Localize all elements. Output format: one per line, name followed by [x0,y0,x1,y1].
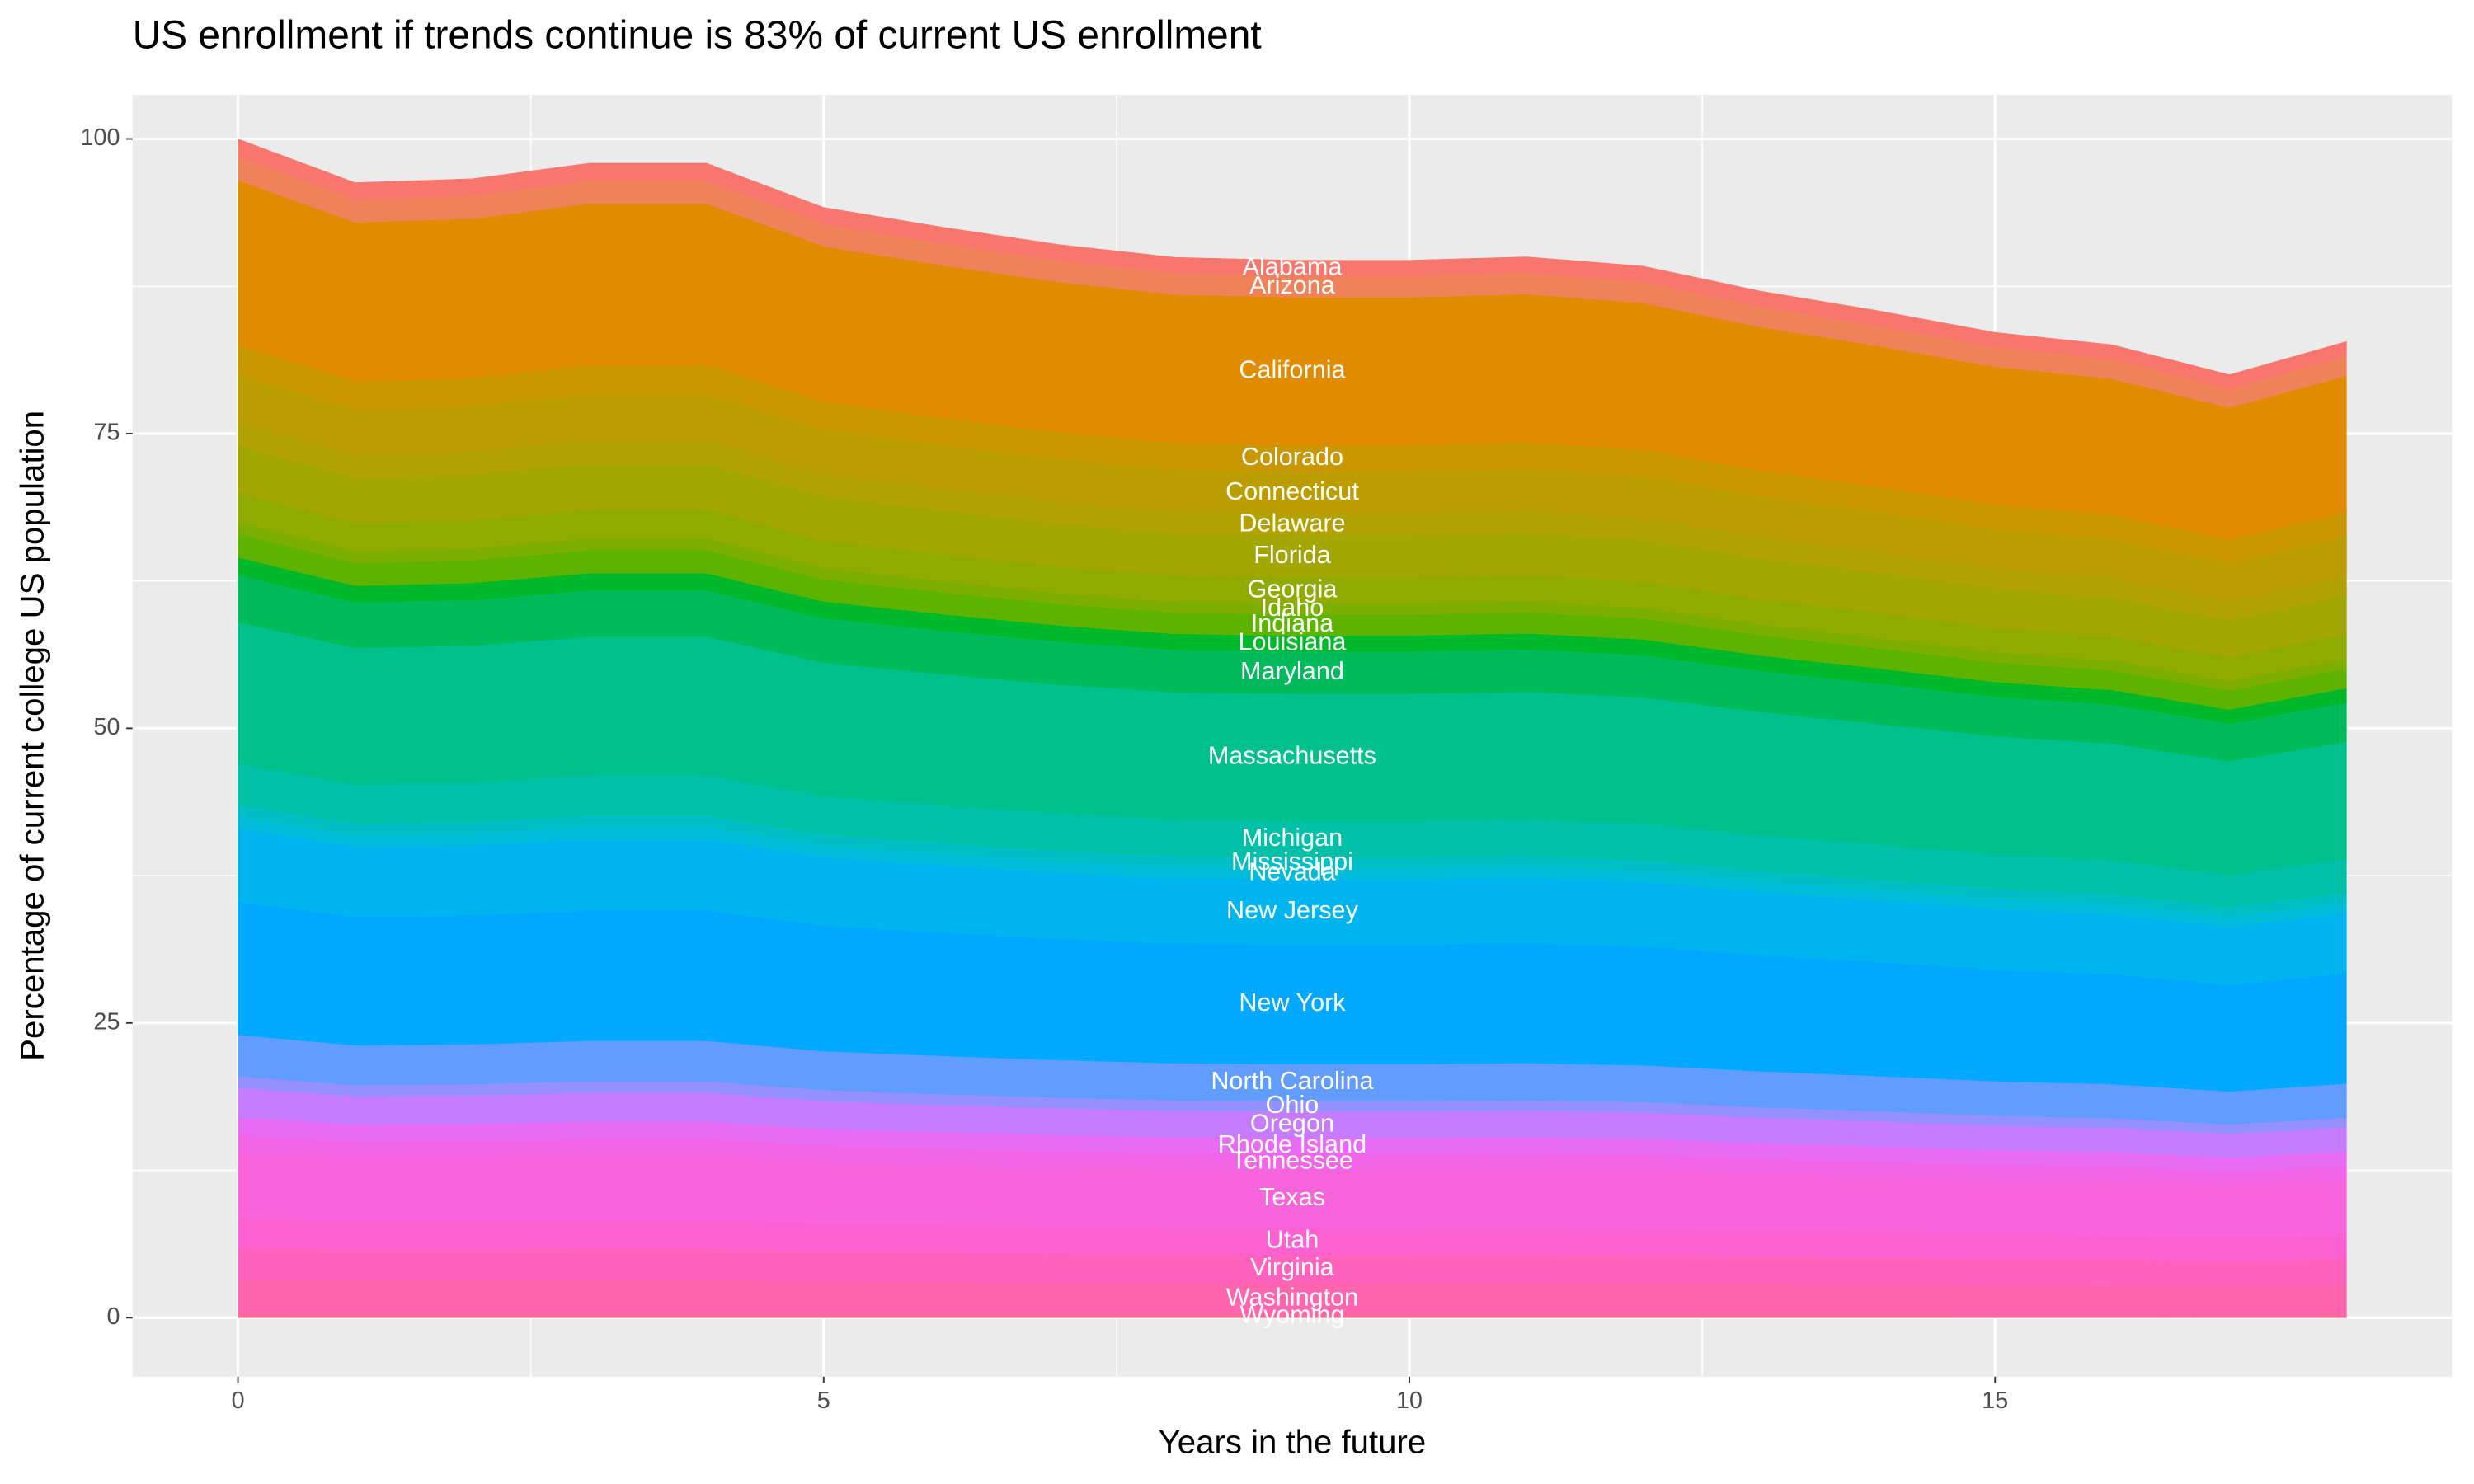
series-label: Connecticut [1225,477,1359,505]
area [238,139,2347,389]
x-tick-label: 5 [817,1388,830,1414]
series-label: Ohio [1266,1091,1319,1119]
series-label: Oregon [1250,1109,1334,1137]
series-label: Washington [1226,1283,1358,1311]
series-label: California [1239,355,1346,383]
y-tick-label: 0 [106,1303,120,1330]
series-label: Indiana [1251,609,1334,637]
series-label: New York [1239,989,1346,1017]
series-label: Wyoming [1239,1300,1344,1328]
y-axis-label: Percentage of current college US populat… [14,411,51,1061]
y-tick-label: 75 [93,420,120,446]
series-label: Louisiana [1238,628,1347,656]
series-label: Massachusetts [1208,742,1376,770]
series-label: Mississippi [1231,848,1353,876]
series-label: Idaho [1261,594,1324,622]
series-label: Michigan [1242,824,1343,852]
series-label: Alabama [1243,252,1343,280]
x-axis-label: Years in the future [1159,1424,1427,1461]
series-label: New Jersey [1226,896,1359,924]
series-label: Georgia [1248,575,1338,603]
series-label: Tennessee [1231,1146,1353,1174]
series-label: Maryland [1240,657,1344,685]
series-label: Delaware [1239,509,1345,537]
series-label: Arizona [1249,271,1336,299]
x-tick-label: 10 [1396,1388,1423,1414]
series-label: Virginia [1250,1253,1334,1281]
x-tick-label: 15 [1982,1388,2008,1414]
series-label: North Carolina [1211,1067,1374,1095]
series-label: Florida [1253,541,1331,569]
series-label: Colorado [1241,443,1343,471]
y-tick-label: 100 [81,124,120,151]
chart-title: US enrollment if trends continue is 83% … [133,14,1262,58]
y-tick-label: 50 [93,714,120,740]
series-label: Nevada [1249,858,1336,886]
series-label: Texas [1259,1183,1325,1211]
series-label: Utah [1266,1225,1319,1253]
y-tick-label: 25 [93,1008,120,1035]
x-tick-label: 0 [232,1388,245,1414]
series-label: Rhode Island [1218,1130,1366,1158]
